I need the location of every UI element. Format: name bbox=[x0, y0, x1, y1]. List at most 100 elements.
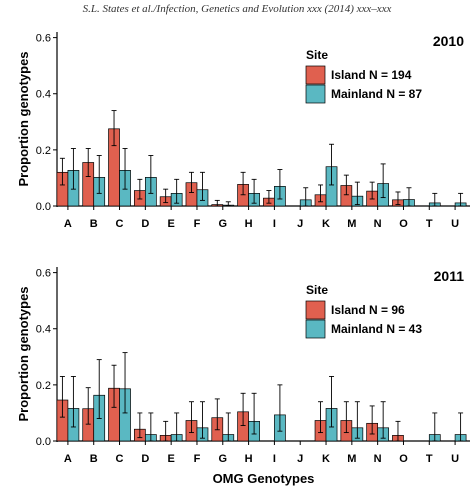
error-bar-N-series-1 bbox=[380, 401, 386, 439]
x-tick-label-B: B bbox=[90, 453, 98, 465]
chart-panel-2011: 0.0 0.2 0.4 0.6 Proportion genotypes A B C D E F G H… bbox=[16, 267, 470, 486]
x-tick-label-M: M bbox=[347, 218, 356, 230]
error-bar-E-series-0 bbox=[163, 188, 169, 204]
chart-panel-2010: 0.0 0.2 0.4 0.6 Proportion genotypes A B C D E F G H… bbox=[16, 32, 470, 230]
error-bar-D-series-0 bbox=[137, 412, 143, 439]
error-bar-O-series-0 bbox=[395, 420, 401, 442]
error-bar-O-series-1 bbox=[406, 187, 412, 207]
legend-label-series-1: Mainland N = 87 bbox=[331, 87, 422, 101]
error-bar-A-series-0 bbox=[59, 157, 65, 186]
x-axis-title: OMG Genotypes bbox=[213, 471, 315, 486]
x-tick-label-G: G bbox=[219, 453, 228, 465]
x-tick-label-D: D bbox=[141, 218, 149, 230]
error-bar-B-series-1 bbox=[96, 155, 102, 194]
x-tick-label-C: C bbox=[116, 218, 124, 230]
y-axis-title: Proportion genotypes bbox=[16, 51, 31, 186]
x-tick-label-A: A bbox=[64, 453, 72, 465]
x-tick-label-C: C bbox=[116, 453, 124, 465]
legend-key-series-1 bbox=[305, 84, 326, 104]
running-head: S.L. States et al./Infection, Genetics a… bbox=[82, 3, 392, 15]
x-tick-label-M: M bbox=[347, 453, 356, 465]
legend-label-series-1: Mainland N = 43 bbox=[331, 322, 422, 336]
y-axis-title: Proportion genotypes bbox=[16, 286, 31, 421]
error-bar-B-series-1 bbox=[96, 359, 102, 419]
x-tick-label-O: O bbox=[399, 453, 408, 465]
x-tick-label-I: I bbox=[273, 453, 276, 465]
error-bar-K-series-0 bbox=[318, 401, 324, 434]
error-bar-O-series-0 bbox=[395, 191, 401, 206]
error-bar-N-series-1 bbox=[380, 163, 386, 199]
legend-key-series-1 bbox=[305, 319, 326, 339]
legend-title: Site bbox=[306, 48, 328, 62]
panel-year-label: 2011 bbox=[434, 268, 465, 284]
error-bar-B-series-0 bbox=[85, 387, 91, 425]
x-tick-label-G: G bbox=[219, 218, 228, 230]
error-bar-E-series-1 bbox=[174, 178, 180, 204]
error-bar-C-series-0 bbox=[111, 364, 117, 408]
y-tick-label: 0.6 bbox=[36, 33, 51, 45]
error-bar-H-series-1 bbox=[251, 392, 257, 435]
error-bar-D-series-1 bbox=[148, 155, 154, 194]
x-tick-label-A: A bbox=[64, 218, 72, 230]
x-tick-label-F: F bbox=[194, 218, 201, 230]
error-bar-C-series-1 bbox=[122, 352, 128, 414]
x-tick-label-H: H bbox=[245, 453, 253, 465]
x-tick-label-T: T bbox=[426, 453, 433, 465]
error-bar-F-series-1 bbox=[199, 171, 205, 201]
x-tick-label-F: F bbox=[194, 453, 201, 465]
error-bar-M-series-1 bbox=[354, 401, 360, 439]
error-bar-T-series-1 bbox=[432, 192, 438, 207]
error-bar-F-series-1 bbox=[199, 401, 205, 439]
x-tick-label-E: E bbox=[167, 453, 174, 465]
error-bar-A-series-1 bbox=[70, 148, 76, 190]
error-bar-H-series-0 bbox=[240, 392, 246, 427]
error-bar-E-series-1 bbox=[174, 412, 180, 442]
x-tick-label-U: U bbox=[451, 453, 459, 465]
x-tick-label-O: O bbox=[399, 218, 408, 230]
x-tick-label-U: U bbox=[451, 218, 459, 230]
error-bar-H-series-0 bbox=[240, 171, 246, 196]
error-bar-F-series-0 bbox=[188, 401, 194, 434]
error-bar-J-series-1 bbox=[303, 187, 309, 207]
error-bar-C-series-1 bbox=[122, 148, 128, 190]
error-bar-D-series-1 bbox=[148, 412, 154, 442]
x-tick-label-I: I bbox=[273, 218, 276, 230]
legend-label-series-0: Island N = 194 bbox=[331, 68, 412, 82]
error-bar-E-series-0 bbox=[163, 420, 169, 442]
y-tick-label: 0.6 bbox=[36, 268, 51, 280]
legend-key-series-0 bbox=[305, 65, 326, 85]
panel-year-label: 2010 bbox=[433, 33, 464, 49]
legend-key-series-0 bbox=[305, 300, 326, 320]
error-bar-I-series-1 bbox=[277, 384, 283, 432]
error-bar-M-series-0 bbox=[343, 174, 349, 196]
x-tick-label-N: N bbox=[374, 453, 382, 465]
y-tick-label: 0.0 bbox=[36, 436, 51, 448]
error-bar-I-series-1 bbox=[277, 169, 283, 200]
error-bar-U-series-1 bbox=[458, 412, 464, 442]
y-tick-label: 0.2 bbox=[36, 145, 51, 157]
error-bar-M-series-0 bbox=[343, 401, 349, 434]
error-bar-A-series-1 bbox=[70, 376, 76, 428]
y-tick-label: 0.4 bbox=[36, 89, 51, 101]
error-bar-K-series-0 bbox=[318, 184, 324, 203]
error-bar-M-series-1 bbox=[354, 181, 360, 206]
error-bar-K-series-1 bbox=[329, 143, 335, 186]
error-bar-K-series-1 bbox=[329, 376, 335, 428]
error-bar-A-series-0 bbox=[59, 376, 65, 418]
error-bar-D-series-0 bbox=[137, 178, 143, 200]
x-tick-label-N: N bbox=[374, 218, 382, 230]
error-bar-T-series-1 bbox=[432, 412, 438, 442]
error-bar-B-series-0 bbox=[85, 148, 91, 177]
y-tick-label: 0.2 bbox=[36, 380, 51, 392]
error-bar-I-series-0 bbox=[266, 190, 272, 204]
error-bar-U-series-1 bbox=[458, 192, 464, 207]
error-bar-C-series-0 bbox=[111, 110, 117, 147]
x-tick-label-D: D bbox=[141, 453, 149, 465]
error-bar-F-series-0 bbox=[188, 171, 194, 193]
error-bar-N-series-0 bbox=[369, 181, 375, 200]
error-bar-N-series-0 bbox=[369, 405, 375, 435]
error-bar-G-series-1 bbox=[225, 412, 231, 442]
